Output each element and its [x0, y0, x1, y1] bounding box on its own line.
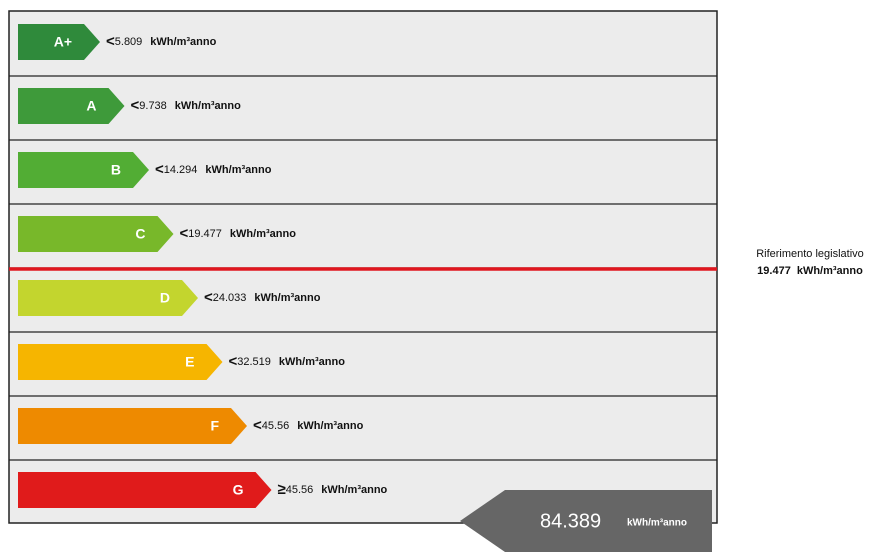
- threshold-value: 45.56: [262, 420, 290, 432]
- class-threshold: <9.738 kWh/m³anno: [131, 97, 242, 114]
- class-label: B: [111, 162, 121, 178]
- class-arrow: [18, 216, 174, 252]
- threshold-value: 19.477: [188, 228, 222, 240]
- threshold-unit: kWh/m³anno: [254, 292, 320, 304]
- class-arrow: [18, 88, 125, 124]
- threshold-unit: kWh/m³anno: [297, 420, 363, 432]
- class-threshold: <32.519 kWh/m³anno: [229, 353, 346, 370]
- threshold-symbol: <: [253, 417, 262, 434]
- class-threshold: <14.294 kWh/m³anno: [155, 161, 272, 178]
- reference-title: Riferimento legislativo: [756, 248, 864, 260]
- class-arrow: [18, 24, 100, 60]
- class-label: D: [160, 290, 170, 306]
- frame: [8, 10, 718, 524]
- threshold-value: 9.738: [139, 100, 167, 112]
- threshold-unit: kWh/m³anno: [205, 164, 271, 176]
- reference-unit: kWh/m³anno: [797, 265, 863, 277]
- class-label: A: [86, 98, 96, 114]
- threshold-unit: kWh/m³anno: [321, 484, 387, 496]
- threshold-value: 14.294: [164, 164, 198, 176]
- threshold-symbol: <: [180, 225, 189, 242]
- indicator-value: 84.389: [540, 510, 601, 532]
- class-arrow: [18, 344, 223, 380]
- indicator-arrow: [460, 490, 712, 552]
- class-arrow: [18, 408, 247, 444]
- class-threshold: <19.477 kWh/m³anno: [180, 225, 297, 242]
- reference-value: 19.477 kWh/m³anno: [757, 265, 863, 277]
- indicator-unit: kWh/m³anno: [627, 518, 687, 529]
- threshold-value: 32.519: [237, 356, 271, 368]
- class-label: C: [135, 226, 145, 242]
- threshold-value: 5.809: [115, 36, 143, 48]
- threshold-unit: kWh/m³anno: [175, 100, 241, 112]
- threshold-symbol: <: [131, 97, 140, 114]
- class-arrow: [18, 152, 149, 188]
- threshold-symbol: <: [106, 33, 115, 50]
- class-threshold: <24.033 kWh/m³anno: [204, 289, 321, 306]
- class-threshold: ≥45.56 kWh/m³anno: [278, 481, 388, 498]
- class-label: G: [233, 482, 244, 498]
- class-label: A+: [54, 34, 72, 50]
- threshold-symbol: <: [204, 289, 213, 306]
- class-threshold: <45.56 kWh/m³anno: [253, 417, 364, 434]
- threshold-unit: kWh/m³anno: [150, 36, 216, 48]
- threshold-unit: kWh/m³anno: [230, 228, 296, 240]
- class-arrow: [18, 472, 272, 508]
- threshold-value: 45.56: [286, 484, 314, 496]
- reference-number: 19.477: [757, 265, 791, 277]
- class-threshold: <5.809 kWh/m³anno: [106, 33, 217, 50]
- threshold-unit: kWh/m³anno: [279, 356, 345, 368]
- threshold-symbol: ≥: [278, 481, 286, 498]
- threshold-symbol: <: [229, 353, 238, 370]
- threshold-symbol: <: [155, 161, 164, 178]
- threshold-value: 24.033: [213, 292, 247, 304]
- class-label: F: [210, 418, 219, 434]
- class-arrow: [18, 280, 198, 316]
- class-label: E: [185, 354, 194, 370]
